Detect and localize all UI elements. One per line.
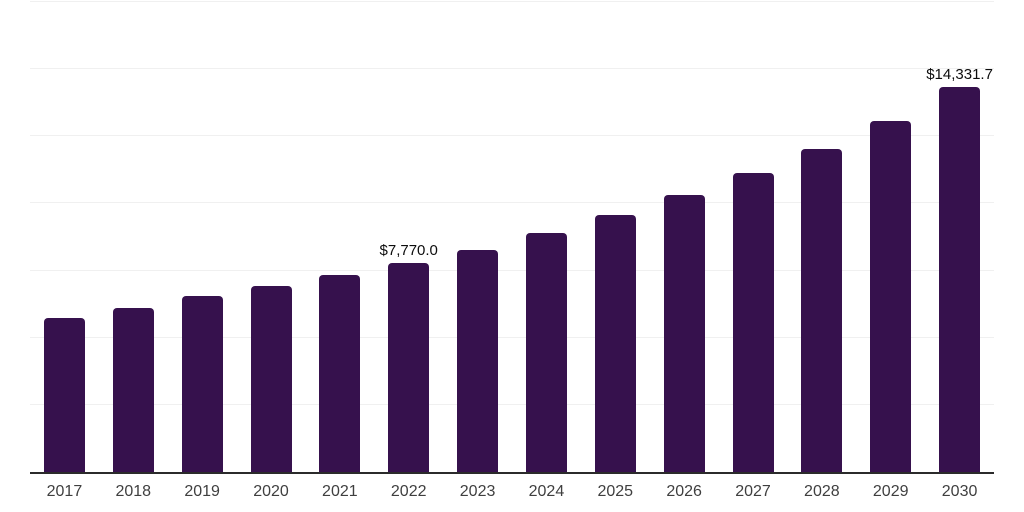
gridline-12500 [30, 135, 994, 137]
value-label-2022: $7,770.0 [379, 242, 438, 260]
bar-2021 [319, 274, 361, 472]
gridline-7500 [30, 269, 994, 271]
plot-area: $7,770.0 $14,331.7 [30, 1, 994, 474]
x-tick-label-2026: 2026 [666, 483, 702, 500]
x-axis-line [30, 472, 994, 474]
x-tick-label-2027: 2027 [735, 483, 771, 500]
bar-2029 [870, 120, 912, 472]
gridline-5000 [30, 336, 994, 338]
x-tick-label-2023: 2023 [459, 483, 496, 500]
x-tick-label-2024: 2024 [528, 483, 565, 500]
bar-2027 [732, 173, 774, 472]
gridline-15000 [30, 68, 994, 70]
x-tick-label-2025: 2025 [597, 483, 634, 500]
x-tick-label-2020: 2020 [253, 483, 289, 500]
gridline-17500 [30, 1, 994, 2]
x-tick-label-2022: 2022 [390, 483, 427, 500]
value-label-2030: $14,331.7 [926, 66, 993, 84]
x-tick-label-2030: 2030 [941, 483, 978, 500]
bar-2030 [939, 87, 981, 472]
bar-2023 [457, 249, 499, 472]
bar-2025 [594, 214, 636, 472]
bar-2028 [801, 149, 843, 472]
x-tick-label-2017: 2017 [46, 483, 83, 500]
x-tick-label-2028: 2028 [804, 483, 840, 500]
bar-2024 [525, 232, 567, 472]
bar-2020 [250, 286, 292, 472]
bar-2018 [112, 308, 154, 472]
gridline-10000 [30, 202, 994, 204]
gridline-2500 [30, 403, 994, 405]
bar-2026 [663, 194, 705, 472]
x-tick-label-2029: 2029 [872, 483, 909, 500]
x-tick-label-2021: 2021 [322, 483, 358, 500]
x-axis-tick-labels: 2017 2018 2019 2020 2021 2022 2023 2024 2025 2026… [30, 482, 994, 506]
bar-2017 [43, 317, 85, 472]
x-tick-label-2019: 2019 [184, 483, 220, 500]
bar-2019 [181, 296, 223, 472]
x-tick-label-2018: 2018 [115, 483, 152, 500]
bar-2022 [388, 263, 430, 472]
